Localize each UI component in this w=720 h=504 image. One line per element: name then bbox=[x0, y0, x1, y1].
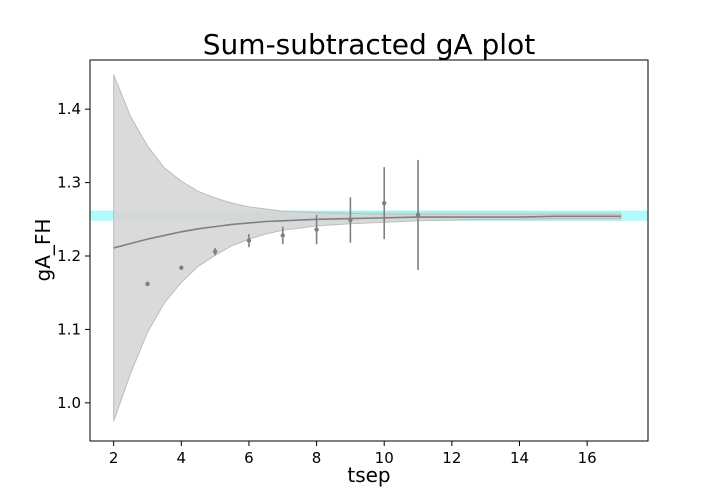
data-point bbox=[314, 214, 319, 245]
point-marker bbox=[348, 217, 353, 223]
data-point bbox=[246, 233, 252, 248]
data-point bbox=[179, 265, 184, 270]
data-point bbox=[348, 197, 353, 243]
data-point bbox=[382, 167, 387, 240]
point-marker bbox=[212, 249, 218, 254]
fit-curve bbox=[113, 215, 621, 249]
y-tick-label: 1.2 bbox=[57, 247, 81, 265]
x-tick-label: 16 bbox=[578, 449, 597, 467]
y-axis-label: gA_FH bbox=[31, 219, 55, 282]
x-tick-label: 4 bbox=[177, 449, 187, 467]
y-tick-label: 1.4 bbox=[57, 100, 81, 118]
point-marker bbox=[246, 238, 252, 243]
x-tick-label: 12 bbox=[442, 449, 461, 467]
x-tick-label: 8 bbox=[312, 449, 322, 467]
x-axis-label: tsep bbox=[347, 463, 390, 487]
point-marker bbox=[415, 212, 421, 218]
x-tick-label: 14 bbox=[510, 449, 529, 467]
point-marker bbox=[179, 265, 184, 270]
x-tick-label: 6 bbox=[244, 449, 254, 467]
data-point bbox=[415, 159, 421, 270]
data-point bbox=[212, 247, 218, 256]
point-marker bbox=[145, 281, 150, 287]
x-tick-label: 10 bbox=[375, 449, 394, 467]
data-point bbox=[145, 281, 150, 287]
point-marker bbox=[314, 227, 319, 232]
point-marker bbox=[280, 233, 285, 238]
point-marker bbox=[382, 200, 387, 206]
y-tick-label: 1.0 bbox=[57, 394, 81, 412]
plot-frame bbox=[89, 59, 649, 442]
x-axis-ticks: 2 4 6 8 10 12 14 16 bbox=[109, 441, 597, 467]
y-tick-label: 1.1 bbox=[57, 320, 81, 338]
chart-title: Sum-subtracted gA plot bbox=[203, 28, 535, 61]
plot-area bbox=[90, 74, 648, 422]
y-axis-ticks: 1.0 1.1 1.2 1.3 1.4 bbox=[57, 100, 90, 412]
fit-uncertainty-band bbox=[113, 74, 622, 422]
data-point bbox=[280, 226, 285, 245]
x-tick-label: 2 bbox=[109, 449, 119, 467]
y-tick-label: 1.3 bbox=[57, 174, 81, 192]
